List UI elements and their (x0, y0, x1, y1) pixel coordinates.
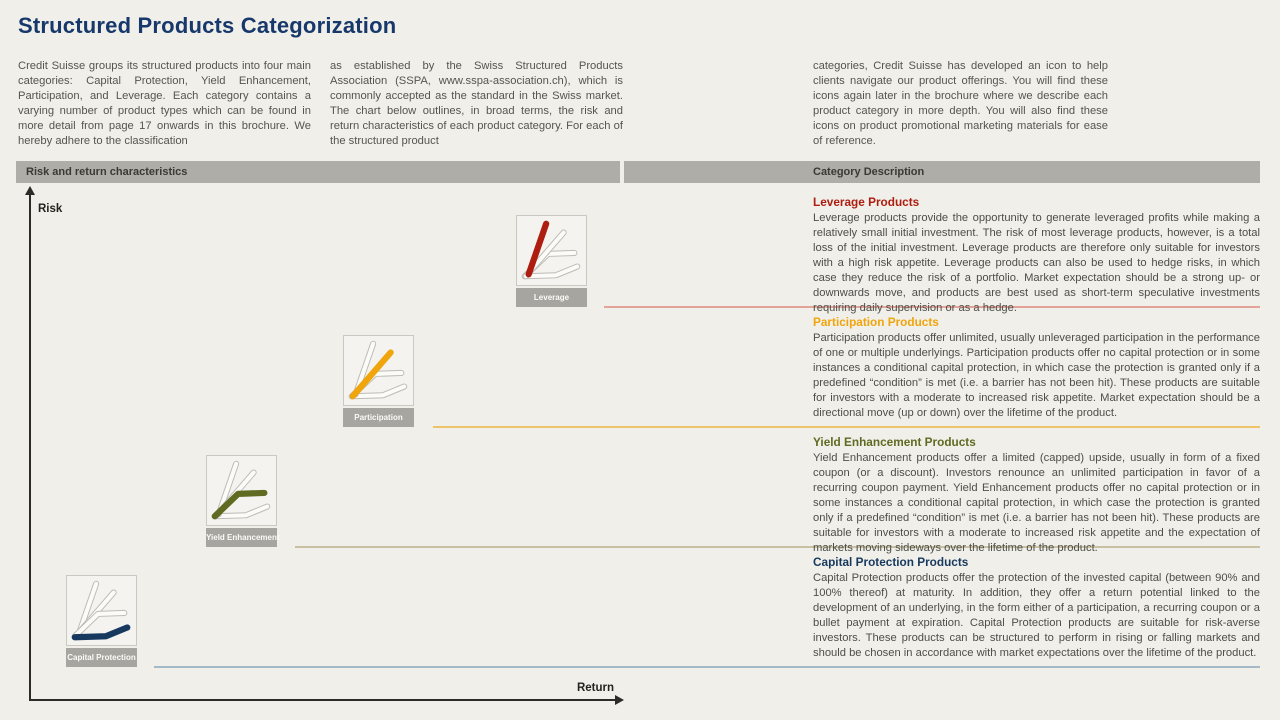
header-category-description: Category Description (624, 161, 1260, 183)
intro-column-3: categories, Credit Suisse has developed … (813, 60, 1108, 147)
capital-protection-icon-label: Capital Protection (66, 648, 137, 667)
diagram-item-participation: Participation (343, 335, 414, 427)
yield-enhancement-icon-label: Yield Enhancement (206, 528, 280, 547)
section-leverage-products: Leverage Products Leverage products prov… (813, 195, 1260, 316)
diagram-item-leverage: Leverage (516, 215, 587, 307)
leverage-icon-label: Leverage (516, 288, 587, 307)
payoff-rays-graphic (348, 340, 408, 400)
risk-axis-label: Risk (38, 203, 63, 215)
participation-icon-label: Participation (343, 408, 414, 427)
leverage-payoff-icon (516, 215, 587, 286)
section-body-text: Yield Enhancement products offer a limit… (813, 452, 1260, 554)
diagram-item-yield-enhancement: Yield Enhancement (206, 455, 280, 547)
section-body-text: Capital Protection products offer the pr… (813, 572, 1260, 659)
page-title: Structured Products Categorization (18, 13, 397, 38)
return-axis-label: Return (576, 682, 614, 694)
participation-divider-line (433, 426, 1260, 428)
yield-enhancement-payoff-icon (206, 455, 277, 526)
risk-axis-arrow-icon (25, 186, 35, 195)
section-capital-protection-products: Capital Protection Products Capital Prot… (813, 555, 1260, 661)
capital-protection-divider-line (154, 666, 1260, 668)
return-axis-line (29, 699, 617, 701)
leverage-divider-line (604, 306, 1260, 308)
section-heading: Participation Products (813, 315, 939, 329)
payoff-rays-graphic (211, 460, 271, 520)
section-heading: Yield Enhancement Products (813, 435, 976, 449)
header-risk-return-characteristics: Risk and return characteristics (16, 161, 620, 183)
yield-enhancement-divider-line (295, 546, 1260, 548)
section-participation-products: Participation Products Participation pro… (813, 315, 1260, 421)
section-heading: Capital Protection Products (813, 555, 969, 569)
risk-axis-line (29, 194, 31, 700)
payoff-rays-graphic (521, 220, 581, 280)
section-heading: Leverage Products (813, 195, 920, 209)
payoff-rays-graphic (71, 580, 131, 641)
intro-column-2: as established by the Swiss Structured P… (330, 60, 623, 147)
capital-protection-payoff-icon (66, 575, 137, 646)
section-body-text: Leverage products provide the opportunit… (813, 212, 1260, 314)
participation-payoff-icon (343, 335, 414, 406)
return-axis-arrow-icon (615, 695, 624, 705)
section-body-text: Participation products offer unlimited, … (813, 332, 1260, 419)
section-yield-enhancement-products: Yield Enhancement Products Yield Enhance… (813, 435, 1260, 556)
diagram-item-capital-protection: Capital Protection (66, 575, 137, 667)
intro-column-1: Credit Suisse groups its structured prod… (18, 60, 311, 147)
